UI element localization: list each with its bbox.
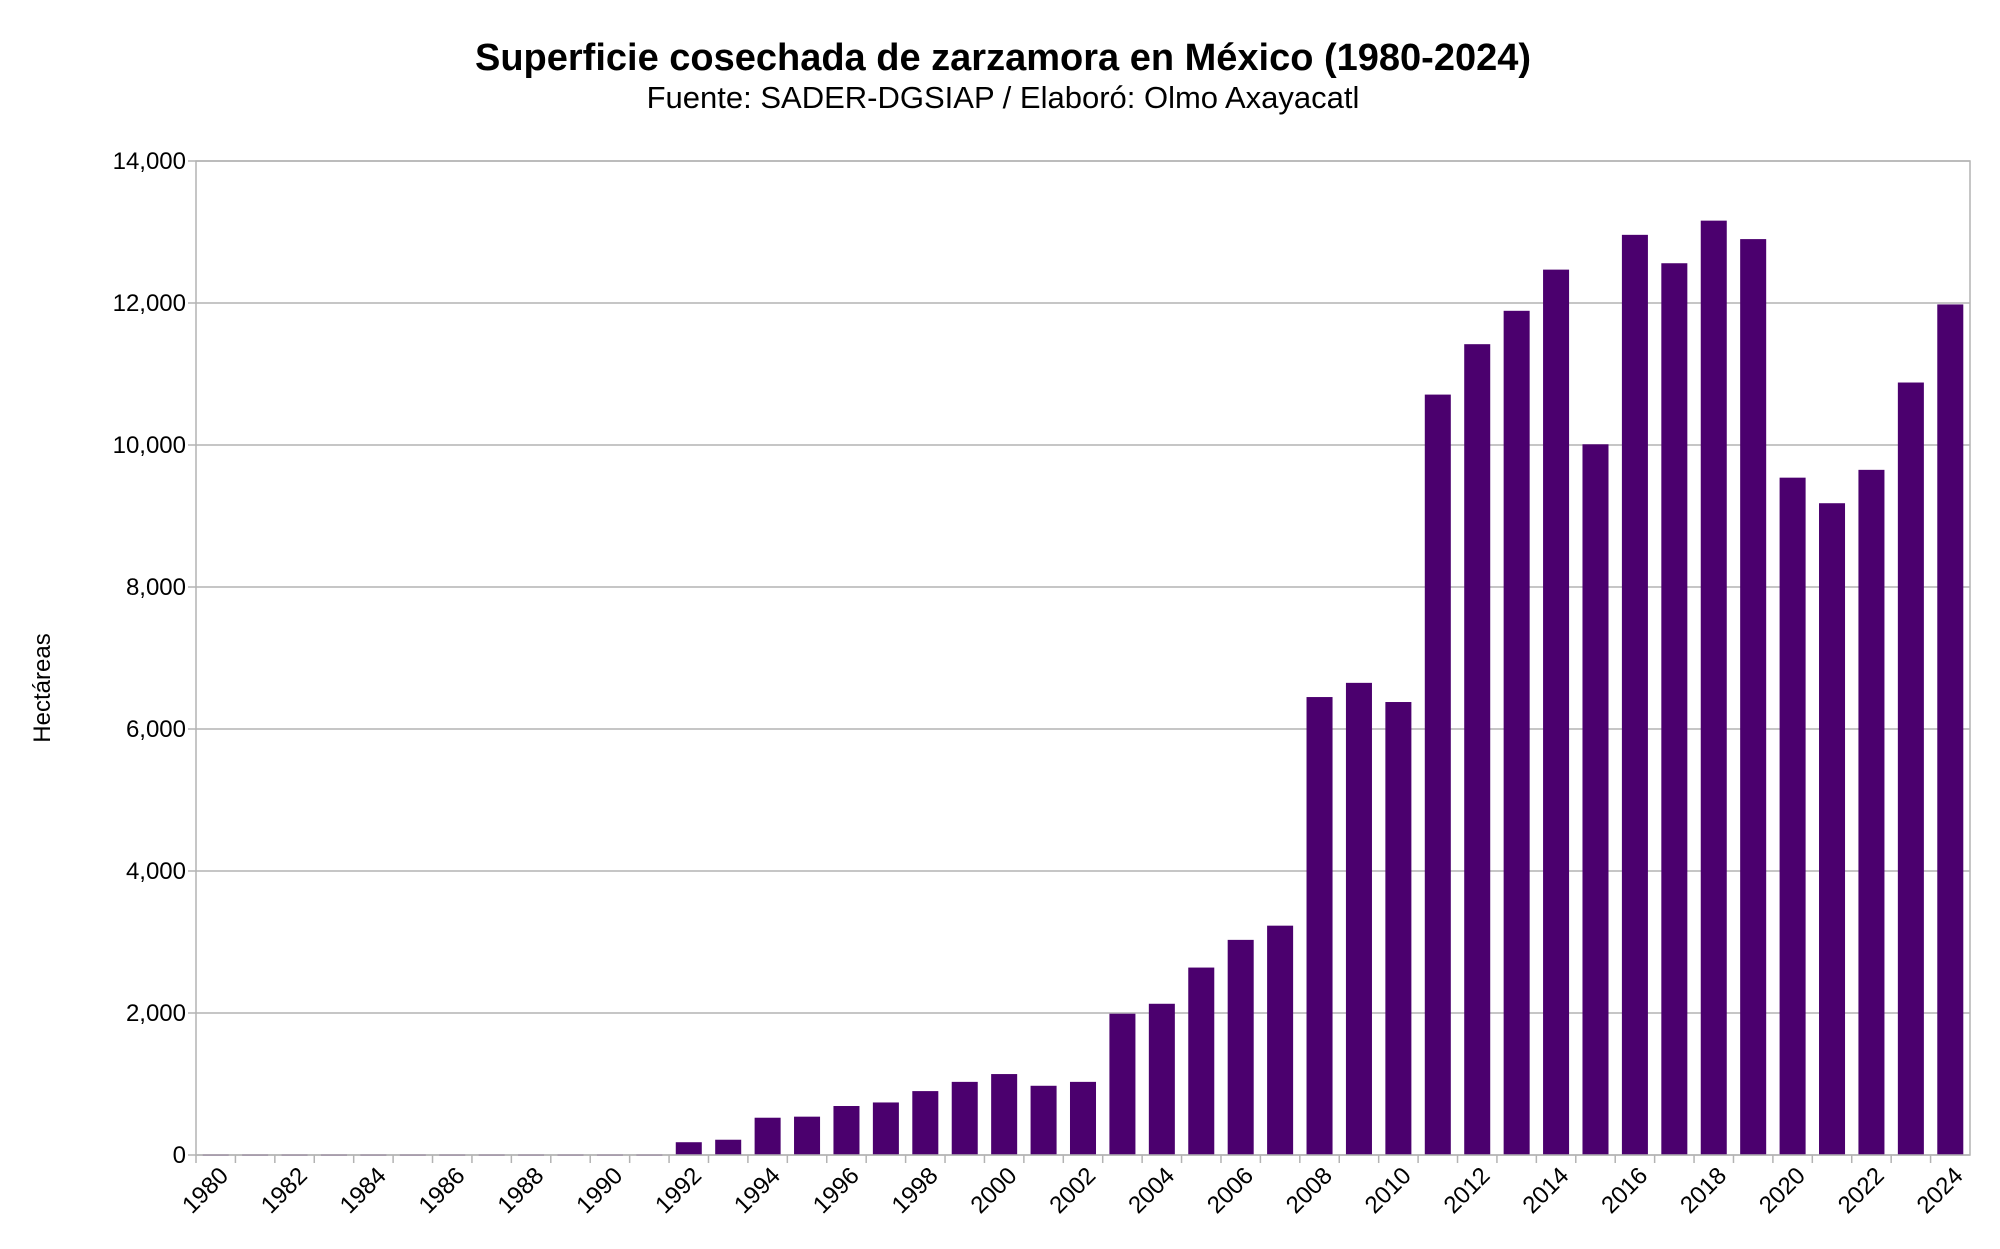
x-tick-label: 2024 (1912, 1162, 1969, 1219)
y-tick-label: 12,000 (113, 290, 186, 317)
x-tick-label: 1980 (177, 1162, 234, 1219)
bar-2012 (1464, 344, 1491, 1155)
bar-2009 (1345, 682, 1372, 1155)
chart-subtitle: Fuente: SADER-DGSIAP / Elaboró: Olmo Axa… (647, 80, 1360, 115)
bar-1997 (872, 1102, 899, 1155)
x-tick-label: 1998 (887, 1162, 944, 1219)
x-tick-label: 2014 (1517, 1162, 1574, 1219)
y-tick-label: 0 (173, 1142, 186, 1169)
y-tick-labels: 0 2,000 4,000 6,000 8,000 10,000 12,000 14,000 (113, 148, 186, 1169)
bar-2003 (1109, 1013, 1136, 1155)
y-tick-label: 10,000 (113, 432, 186, 459)
x-tick-label: 2012 (1439, 1162, 1496, 1219)
bar-2021 (1819, 503, 1846, 1156)
x-tick-label: 1996 (808, 1162, 865, 1219)
bar-1996 (833, 1106, 860, 1155)
bar-1998 (912, 1091, 939, 1155)
y-tick-label: 14,000 (113, 148, 186, 175)
x-tick-label: 2020 (1754, 1162, 1811, 1219)
bars (202, 220, 1964, 1156)
bar-2023 (1897, 382, 1924, 1155)
bar-1994 (754, 1117, 781, 1155)
bar-2024 (1937, 304, 1964, 1155)
y-axis-label: Hectáreas (29, 633, 56, 742)
x-tick-label: 1988 (492, 1162, 549, 1219)
bar-2006 (1227, 939, 1254, 1155)
bar-1992 (675, 1142, 702, 1155)
x-tick-label: 1984 (335, 1162, 392, 1219)
bar-2022 (1858, 469, 1885, 1156)
bar-2005 (1188, 967, 1215, 1155)
x-tick-label: 2010 (1360, 1162, 1417, 1219)
bar-2007 (1267, 925, 1294, 1155)
y-tick-label: 8,000 (126, 574, 186, 601)
gridlines (188, 160, 1970, 1156)
y-tick-label: 4,000 (126, 858, 186, 885)
x-tick-label: 1982 (256, 1162, 313, 1219)
x-tick-label: 1990 (571, 1162, 628, 1219)
x-tick-label: 2006 (1202, 1162, 1259, 1219)
x-tick-label: 2018 (1675, 1162, 1732, 1219)
x-tick-label: 2000 (966, 1162, 1023, 1219)
bar-2000 (991, 1074, 1018, 1155)
bar-1993 (715, 1139, 742, 1155)
bar-2011 (1424, 394, 1451, 1156)
bar-2013 (1503, 310, 1530, 1155)
bar-2001 (1030, 1085, 1057, 1155)
bar-2017 (1661, 263, 1688, 1155)
bar-2015 (1582, 444, 1609, 1155)
x-tick-label: 2008 (1281, 1162, 1338, 1219)
bar-2016 (1621, 234, 1648, 1156)
x-tick-label: 1994 (729, 1162, 786, 1219)
x-tick-label: 2016 (1596, 1162, 1653, 1219)
x-tick-label: 1992 (650, 1162, 707, 1219)
bar-1999 (951, 1081, 978, 1155)
bar-2010 (1385, 702, 1412, 1155)
x-tick-label: 2022 (1833, 1162, 1890, 1219)
bar-2008 (1306, 697, 1333, 1155)
bar-2018 (1700, 220, 1727, 1155)
chart-title: Superficie cosechada de zarzamora en Méx… (475, 37, 1531, 79)
x-tick-label: 1986 (414, 1162, 471, 1219)
bar-2020 (1779, 477, 1806, 1155)
bar-2004 (1148, 1003, 1175, 1155)
bar-1995 (794, 1116, 821, 1155)
y-tick-label: 6,000 (126, 716, 186, 743)
plot-frame (195, 160, 1971, 1156)
y-tick-label: 2,000 (126, 1000, 186, 1027)
x-tick-label: 2002 (1044, 1162, 1101, 1219)
x-tick-labels: 1980 1982 1984 1986 1988 1990 1992 1994 1996 1998… (177, 1155, 1969, 1219)
x-tick-label: 2004 (1123, 1162, 1180, 1219)
bar-2002 (1069, 1081, 1097, 1155)
bar-2019 (1740, 239, 1767, 1156)
bar-2014 (1543, 269, 1570, 1155)
